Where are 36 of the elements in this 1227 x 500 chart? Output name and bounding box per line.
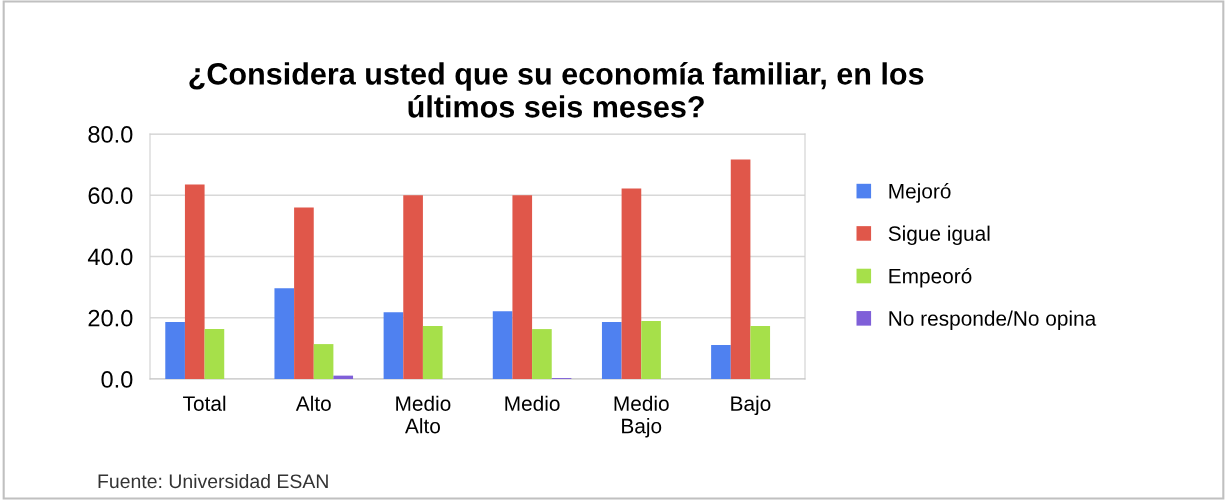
bar [294,207,314,379]
source-note: Fuente: Universidad ESAN [98,473,328,489]
bar [403,195,423,379]
x-tick-label: Alto [295,395,331,411]
bar [711,345,731,379]
bar [274,288,295,379]
legend-label: Sigue igual [888,225,990,246]
x-tick-label: Medio Bajo [614,395,669,438]
bar [204,329,225,379]
y-tick-label: 40.0 [87,248,133,266]
legend-label: Mejoró [889,183,951,203]
y-tick-label: 20.0 [88,309,133,327]
bar [601,322,622,379]
y-tick-label: 80.0 [88,126,133,143]
x-tick-label: Medio Alto [396,395,451,434]
x-tick-label: Bajo [731,395,771,416]
y-tick-label: 0.0 [101,371,133,388]
bar [165,322,185,379]
bar [184,184,205,379]
bar [492,311,513,379]
bar [383,312,404,379]
legend-label: Empeoró [889,267,972,288]
bar [313,344,334,379]
y-tick-label: 60.0 [88,187,133,205]
bar [730,159,751,379]
bar [512,195,533,379]
x-tick-label: Total [183,395,226,411]
legend-label: No responde/No opina [889,310,1097,330]
x-tick-label: Medio [505,395,560,411]
bar [750,326,771,379]
bar [532,329,552,379]
chart-title: ¿Considera usted que su economía familiar, en los últimos seis meses? [189,62,924,118]
bar [641,321,661,379]
bar [333,375,354,379]
bar [621,188,642,379]
bar [422,326,443,379]
